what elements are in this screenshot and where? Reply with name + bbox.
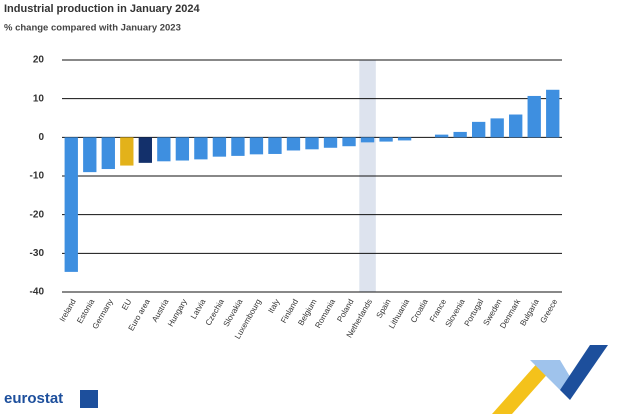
x-tick-label: Greece	[538, 297, 559, 325]
x-tick-label: Spain	[375, 298, 393, 320]
ribbon-light	[530, 360, 575, 390]
bar	[138, 137, 152, 163]
y-tick-label: -30	[30, 248, 45, 259]
logo-flag	[80, 390, 98, 408]
bar	[490, 118, 504, 138]
bar	[212, 137, 227, 157]
x-tick-label: Latvia	[189, 297, 208, 320]
bar	[194, 137, 208, 160]
logo-text: eurostat	[4, 390, 63, 407]
logo: eurostat	[4, 345, 608, 414]
bar	[83, 137, 97, 173]
bar	[175, 137, 190, 161]
bar	[286, 137, 301, 151]
x-tick-label: Croatia	[409, 297, 430, 324]
y-tick-label: 0	[38, 132, 44, 143]
bar	[527, 95, 541, 138]
y-tick-label: 20	[33, 55, 45, 66]
chart-subtitle: % change compared with January 2023	[4, 23, 181, 34]
bar	[249, 137, 264, 155]
bar	[434, 134, 449, 138]
bar	[546, 89, 560, 138]
bar	[157, 137, 171, 162]
bar	[360, 137, 375, 143]
x-tick-label: EU	[120, 297, 133, 311]
bar	[397, 137, 412, 141]
y-tick-label: -40	[30, 287, 45, 298]
bar	[268, 137, 282, 154]
bar	[453, 131, 467, 138]
y-tick-label: 10	[33, 93, 45, 104]
chart-title: Industrial production in January 2024	[4, 3, 200, 15]
y-tick-label: -20	[30, 209, 45, 220]
bar	[323, 137, 338, 148]
ribbon-blue	[560, 345, 608, 400]
bar	[101, 137, 115, 170]
bar	[342, 137, 356, 147]
x-tick-label: Bulgaria	[518, 297, 541, 327]
bar	[120, 137, 134, 166]
bar	[305, 137, 319, 150]
y-tick-label: -10	[30, 171, 45, 182]
ribbon-yellow	[492, 360, 560, 414]
x-tick-label: Italy	[266, 298, 281, 315]
bar	[472, 121, 486, 138]
bar	[231, 137, 245, 156]
bar	[379, 137, 393, 142]
bar	[64, 137, 78, 272]
bar	[509, 114, 523, 138]
